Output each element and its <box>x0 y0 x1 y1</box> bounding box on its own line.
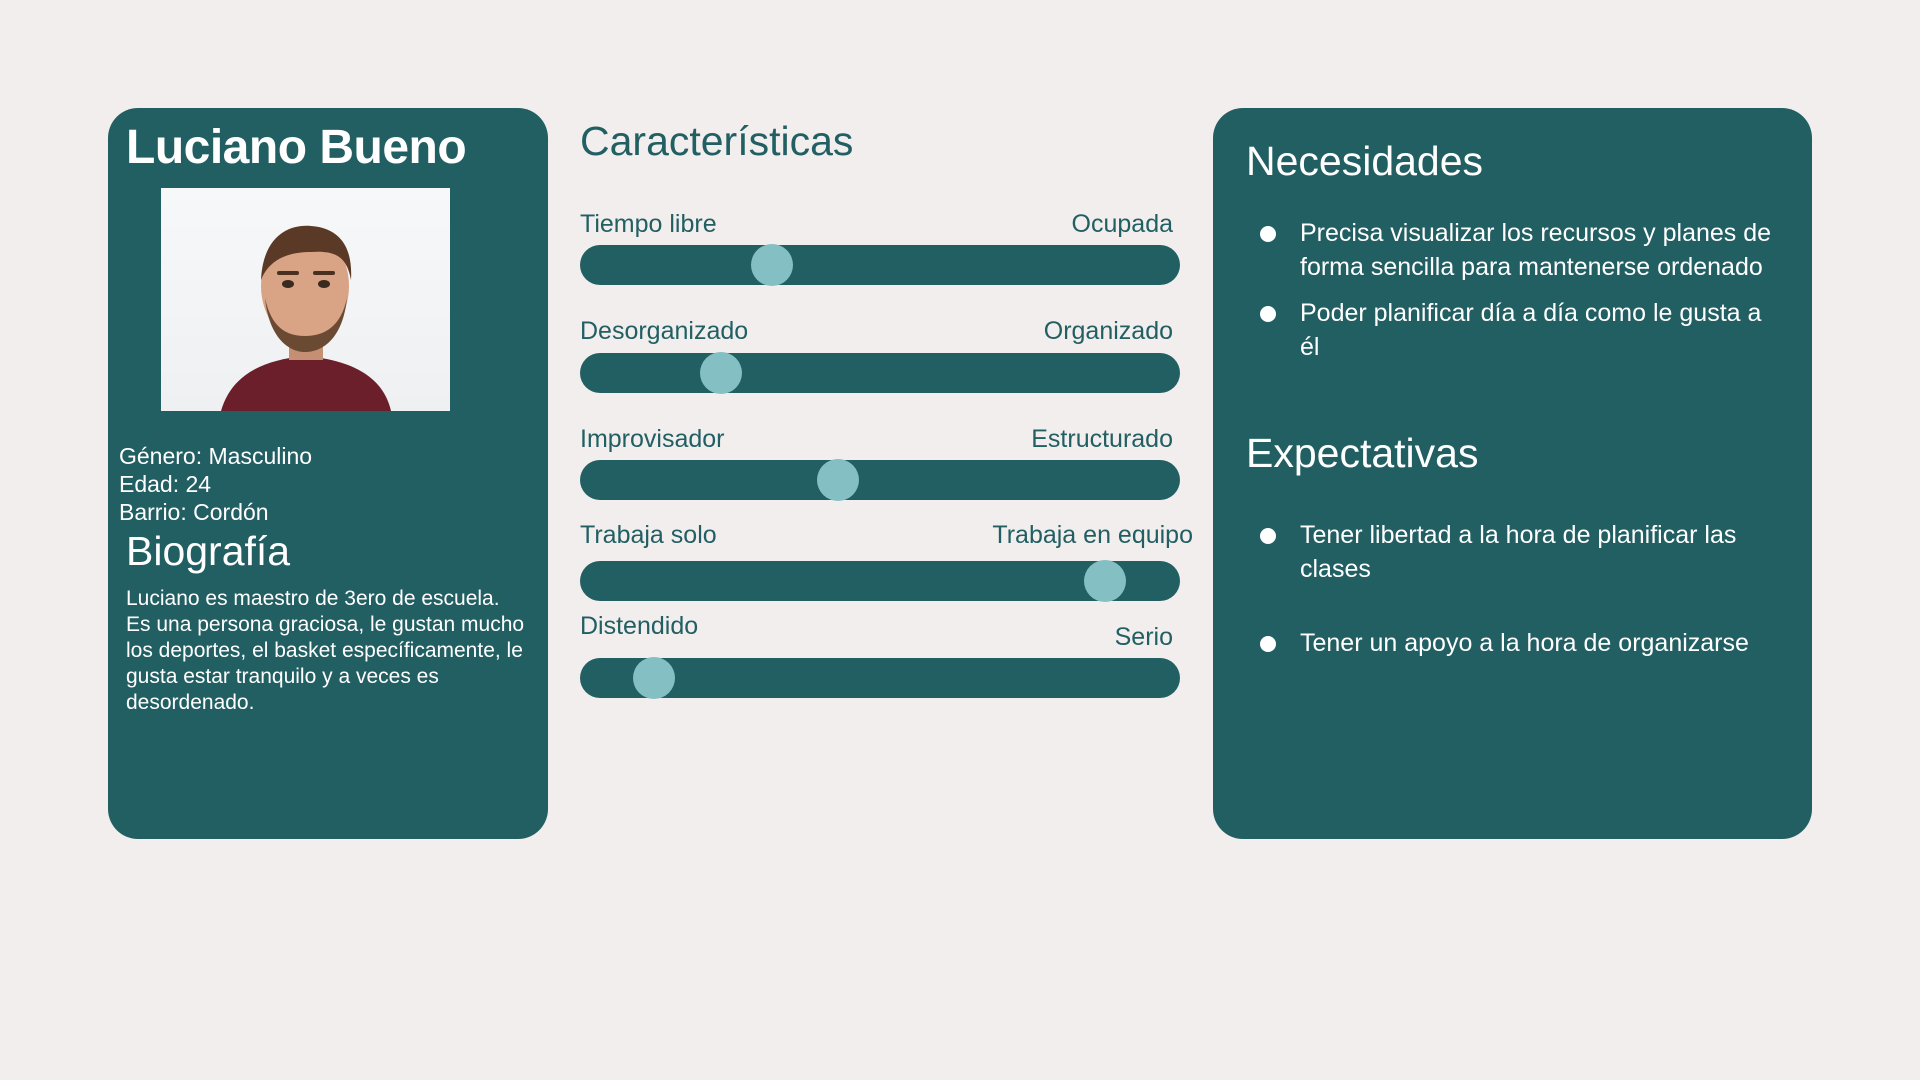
slider-seriousness: Distendido Serio <box>580 612 1180 699</box>
needs-expectations-card: Necesidades Precisa visualizar los recur… <box>1213 108 1812 839</box>
slider-track <box>580 352 1180 394</box>
bullet-dot-icon <box>1260 636 1276 652</box>
portrait-photo <box>161 188 450 411</box>
slider-left-label: Improvisador <box>580 425 725 453</box>
persona-facts: Género: Masculino Edad: 24 Barrio: Cordó… <box>119 442 312 526</box>
slider-left-label: Trabaja solo <box>580 521 717 549</box>
list-item: Poder planificar día a día como le gusta… <box>1213 296 1773 364</box>
list-item-text: Tener un apoyo a la hora de organizarse <box>1300 629 1749 657</box>
neighborhood-text: Barrio: Cordón <box>119 499 269 525</box>
portrait-illustration <box>221 225 391 411</box>
slider-thumb <box>1084 560 1126 602</box>
needs-list: Precisa visualizar los recursos y planes… <box>1213 216 1773 364</box>
slider-time: Tiempo libre Ocupada <box>580 210 1180 286</box>
gender-text: Género: Masculino <box>119 443 313 469</box>
characteristics-title: Características <box>580 118 854 164</box>
persona-name: Luciano Bueno <box>126 121 467 174</box>
list-item-text: Poder planificar día a día como le gusta… <box>1300 299 1762 361</box>
list-item: Precisa visualizar los recursos y planes… <box>1213 216 1773 284</box>
slider-organization: Desorganizado Organizado <box>580 317 1180 394</box>
list-item: Tener libertad a la hora de planificar l… <box>1213 518 1773 586</box>
needs-title: Necesidades <box>1246 138 1484 184</box>
slider-right-label: Estructurado <box>1031 425 1173 453</box>
slider-thumb <box>700 352 742 394</box>
bullet-dot-icon <box>1260 528 1276 544</box>
slider-track <box>580 459 1180 501</box>
expectations-list: Tener libertad a la hora de planificar l… <box>1213 518 1773 660</box>
biography-text: Luciano es maestro de 3ero de escuela. E… <box>126 587 525 714</box>
slider-left-label: Desorganizado <box>580 317 749 345</box>
bullet-dot-icon <box>1260 306 1276 322</box>
slider-track <box>580 560 1180 602</box>
slider-left-label: Distendido <box>580 612 699 640</box>
slider-thumb <box>632 657 675 699</box>
slider-thumb <box>751 244 793 286</box>
slider-right-label: Ocupada <box>1071 210 1173 238</box>
slider-track <box>580 244 1180 286</box>
slider-teamwork: Trabaja solo Trabaja en equipo <box>580 521 1193 602</box>
list-item-text: Tener libertad a la hora de planificar l… <box>1300 521 1737 583</box>
biography-title: Biografía <box>126 528 291 574</box>
list-item-text: Precisa visualizar los recursos y planes… <box>1300 219 1772 281</box>
bullet-dot-icon <box>1260 226 1276 242</box>
expectations-title: Expectativas <box>1246 430 1479 476</box>
slider-structure: Improvisador Estructurado <box>580 425 1180 501</box>
slider-left-label: Tiempo libre <box>580 210 717 238</box>
list-item: Tener un apoyo a la hora de organizarse <box>1213 626 1773 660</box>
slider-right-label: Organizado <box>1043 317 1173 345</box>
age-text: Edad: 24 <box>119 471 212 497</box>
slider-track <box>580 657 1180 699</box>
slider-right-label: Trabaja en equipo <box>992 521 1193 549</box>
profile-card: Luciano Bueno Género: Masculino Edad: 24… <box>108 108 548 839</box>
slider-right-label: Serio <box>1114 623 1173 651</box>
slider-thumb <box>817 459 859 501</box>
